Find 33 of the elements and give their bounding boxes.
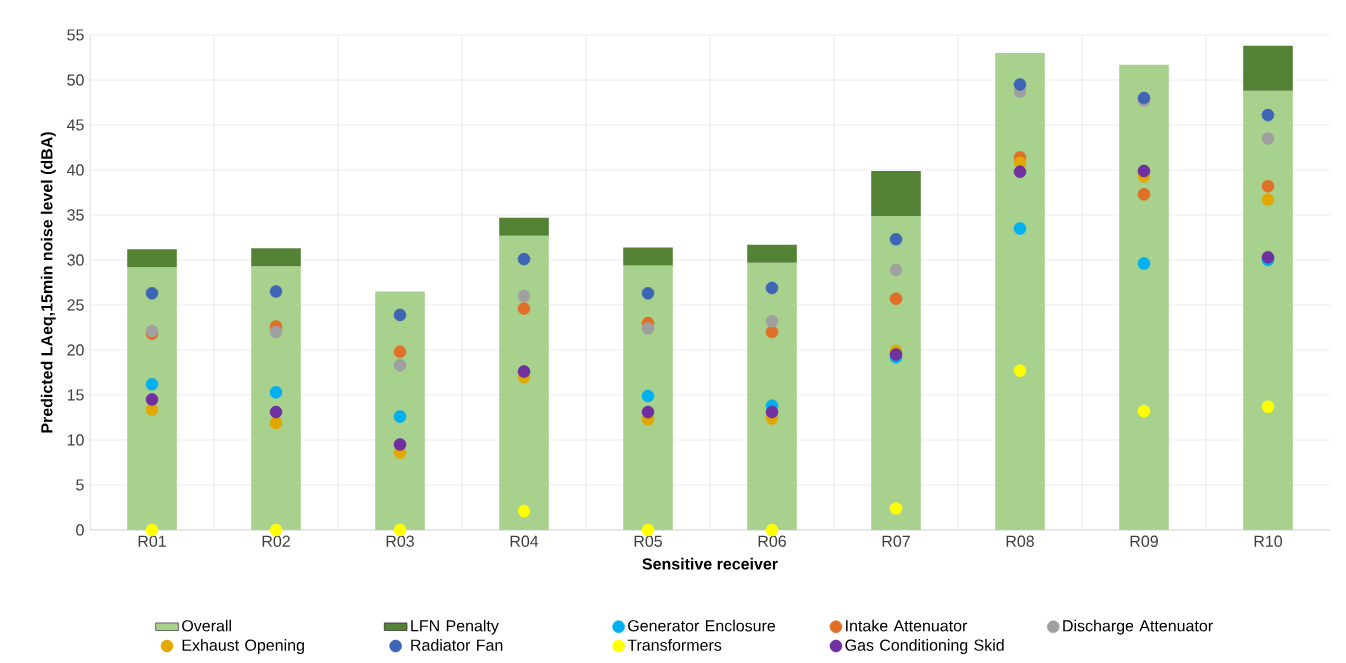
legend-label: Exhaust Opening	[182, 639, 304, 654]
x-tick-label: R06	[758, 535, 786, 547]
y-tick-label: 30	[67, 254, 84, 266]
y-tick-label: 50	[67, 74, 84, 86]
legend-label: Transformers	[627, 639, 722, 651]
y-axis-title: Predicted LAeq,15min noise level (dBA)	[40, 132, 56, 433]
y-tick-label: 20	[67, 344, 84, 356]
x-tick-label: R04	[510, 535, 539, 547]
legend-label: Overall	[182, 619, 231, 632]
y-tick-label: 10	[67, 434, 84, 446]
legend-label: Generator Enclosure	[628, 619, 776, 632]
y-tick-label: 25	[67, 299, 84, 311]
x-tick-label: R02	[262, 535, 290, 547]
y-tick-label: 0	[76, 524, 84, 536]
legend-label: Discharge Attenuator	[1063, 619, 1213, 635]
y-tick-label: 45	[66, 119, 84, 131]
x-tick-label: R10	[1254, 535, 1283, 547]
x-tick-label: R09	[1130, 535, 1158, 547]
x-tick-label: R07	[882, 535, 910, 547]
y-tick-label: 35	[67, 209, 84, 221]
legend-label: Radiator Fan	[411, 639, 503, 651]
y-tick-label: 5	[76, 479, 84, 491]
legend-label: Intake Attenuator	[846, 619, 968, 632]
x-tick-label: R08	[1006, 535, 1034, 547]
legend-label: Gas Conditioning Skid	[845, 639, 1004, 654]
y-tick-label: 55	[67, 29, 84, 41]
y-tick-label: 15	[67, 389, 84, 401]
x-axis-title: Sensitive receiver	[642, 557, 778, 570]
legend-label: LFN Penalty	[411, 619, 499, 635]
x-tick-label: R01	[138, 535, 166, 547]
x-tick-label: R05	[634, 535, 662, 547]
x-tick-label: R03	[386, 535, 414, 547]
y-tick-label: 40	[66, 164, 84, 176]
